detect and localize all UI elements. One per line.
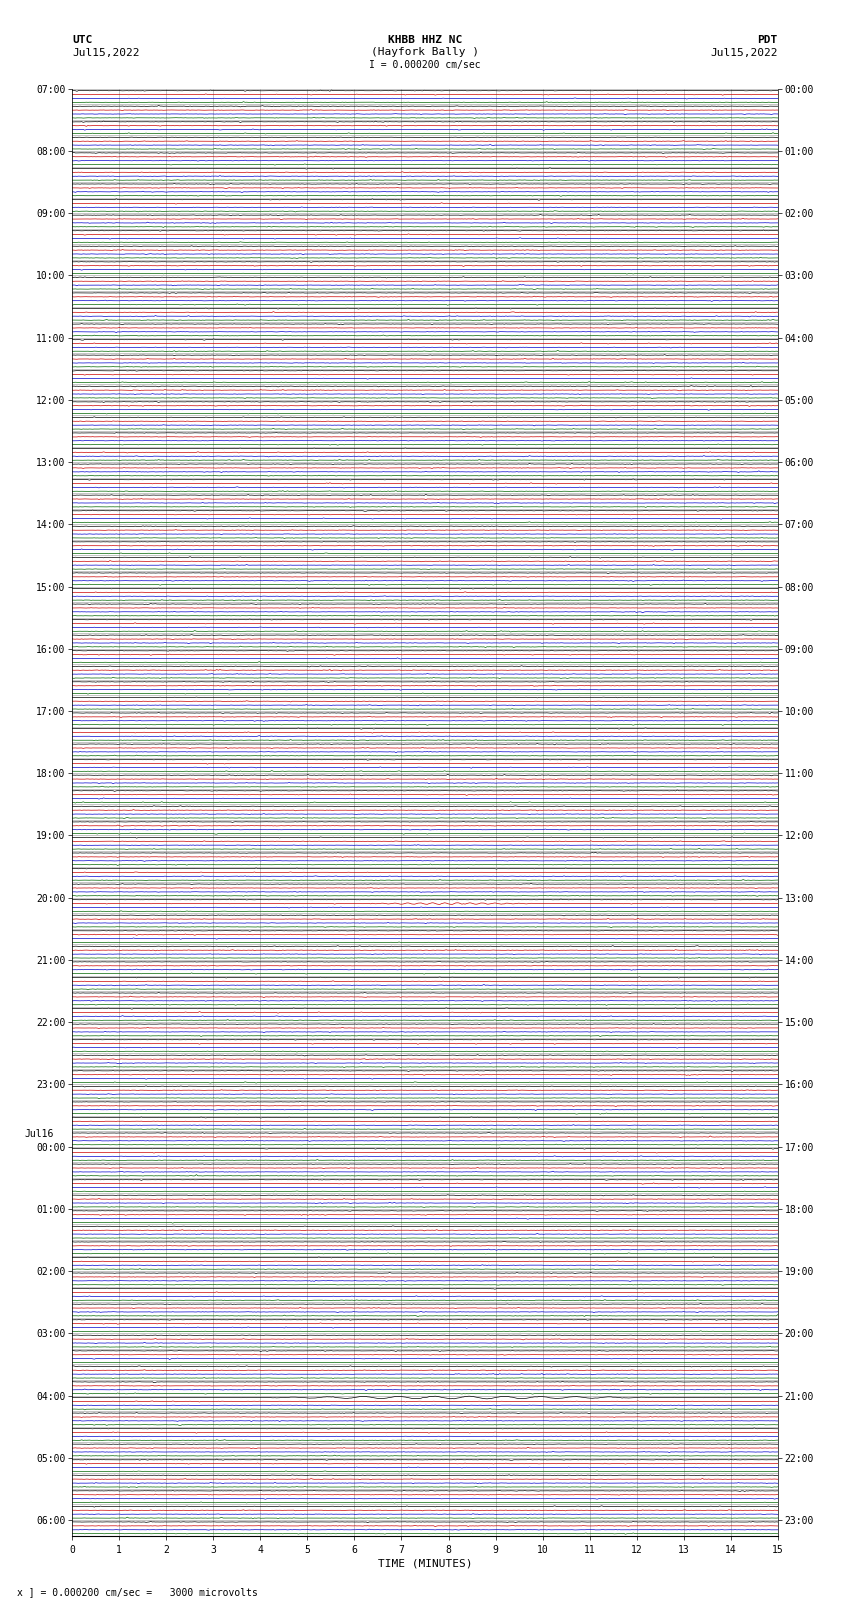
Text: x ] = 0.000200 cm/sec =   3000 microvolts: x ] = 0.000200 cm/sec = 3000 microvolts [17,1587,258,1597]
X-axis label: TIME (MINUTES): TIME (MINUTES) [377,1558,473,1569]
Text: Jul15,2022: Jul15,2022 [72,48,139,58]
Text: I = 0.000200 cm/sec: I = 0.000200 cm/sec [369,60,481,69]
Text: KHBB HHZ NC: KHBB HHZ NC [388,35,462,45]
Text: UTC: UTC [72,35,93,45]
Text: (Hayfork Bally ): (Hayfork Bally ) [371,47,479,56]
Text: Jul15,2022: Jul15,2022 [711,48,778,58]
Text: PDT: PDT [757,35,778,45]
Text: Jul16: Jul16 [25,1129,54,1139]
